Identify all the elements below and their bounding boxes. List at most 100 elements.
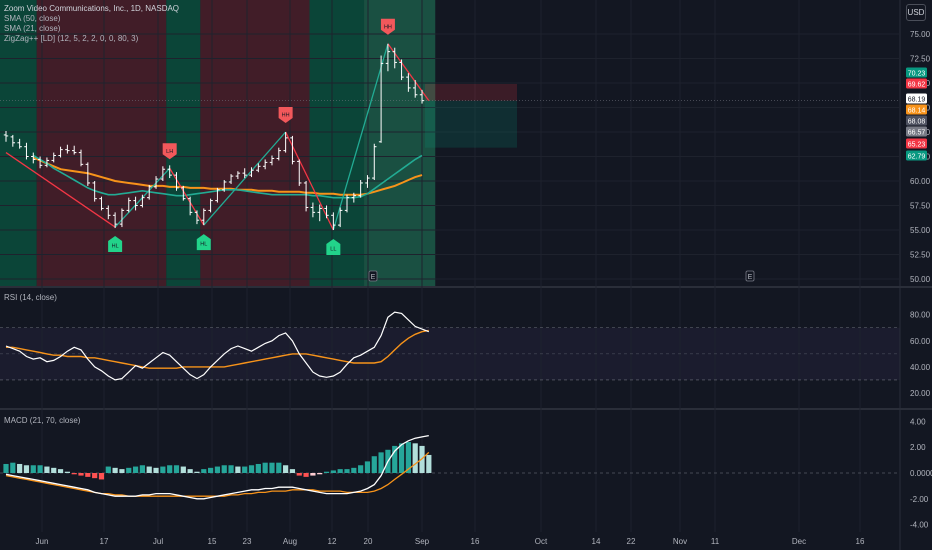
ohlc-bar (310, 202, 316, 218)
price-scale-label: 65.23 (906, 138, 927, 149)
ohlc-bar (297, 159, 302, 186)
price-label-text: 70.23 (908, 71, 926, 78)
price-label-box (906, 93, 927, 104)
macd-histogram-bar (392, 445, 398, 473)
ohlc-bar (269, 155, 275, 166)
macd-histogram-bar (57, 469, 64, 473)
price-label-text: 68.14 (908, 108, 926, 115)
pivot-marker-shape (108, 236, 123, 253)
macd-histogram-bar (51, 467, 57, 473)
earnings-marker: E (368, 270, 378, 282)
trend-zone (309, 0, 365, 286)
ohlc-bar (317, 204, 322, 222)
currency-button[interactable]: USD (906, 4, 926, 21)
zigzag-segment (169, 167, 205, 226)
ohlc-bar (126, 197, 131, 213)
pivot-marker-text: HH (384, 24, 392, 30)
earnings-marker-box (745, 270, 755, 282)
macd-histogram-bar (255, 463, 261, 473)
price-label-box (906, 115, 927, 126)
pivot-marker-shape (162, 143, 177, 160)
macd-histogram-bar (132, 466, 139, 473)
legend-sma50: SMA (50, close) (4, 14, 61, 23)
date-tick-label: 16 (856, 537, 865, 546)
macd-histogram-bar (92, 473, 98, 479)
macd-pane[interactable] (0, 434, 900, 500)
trend-zone (36, 0, 167, 286)
legend-zigzag: ZigZag++ [LD] (12, 5, 2, 2, 0, 0, 80, 3) (4, 34, 139, 43)
price-label-text: 68.19 (908, 97, 926, 104)
price-label-text: 68.08 (908, 119, 926, 126)
macd-histogram-bar (426, 454, 432, 473)
ohlc-bar (112, 212, 118, 229)
rsi-tick-label: 40.00 (910, 363, 931, 372)
price-scale-label: 66.57 (906, 126, 927, 137)
price-pane[interactable]: HL LH HL HH LL HH E E (0, 18, 900, 282)
ohlc-bar (58, 146, 63, 158)
ohlc-bar (256, 163, 261, 173)
ohlc-bar (160, 166, 166, 181)
ohlc-bar (133, 196, 138, 211)
macd-histogram-bar (398, 443, 405, 473)
ohlc-bar (385, 43, 391, 72)
ohlc-bar (372, 143, 377, 181)
trend-zone (200, 0, 310, 286)
macd-histogram-bar (248, 465, 255, 473)
macd-histogram-bar (126, 467, 132, 473)
ohlc-bar (378, 55, 384, 143)
price-label-text: 65.23 (908, 142, 926, 149)
macd-histogram-bar (323, 471, 330, 473)
ohlc-bar (17, 138, 22, 149)
date-tick-label: 15 (208, 537, 217, 546)
date-tick-label: 17 (100, 537, 109, 546)
macd-histogram-bar (351, 467, 357, 473)
price-scale-label: 68.19 (906, 93, 927, 104)
main-legend: Zoom Video Communications, Inc., 1D, NAS… (4, 4, 179, 44)
zigzag-pivot-label: LL (326, 239, 341, 255)
zigzag-segment (285, 131, 334, 231)
pivot-marker-text: LH (166, 149, 173, 155)
macd-histogram-bar (303, 473, 309, 477)
ohlc-bar (337, 207, 343, 228)
date-tick-label: Nov (673, 537, 687, 546)
macd-histogram-bar (139, 465, 145, 473)
ohlc-bar (119, 208, 125, 228)
macd-histogram-bar (228, 465, 234, 473)
price-label-text: 69.62 (908, 82, 926, 89)
pivot-marker-shape (278, 107, 293, 123)
macd-histogram-bar (221, 465, 227, 473)
macd-histogram-bar (289, 469, 296, 473)
rsi-tick-label: 80.00 (910, 311, 931, 320)
price-scale-label: 68.14 (906, 104, 927, 115)
rsi-tick-label: 60.00 (910, 337, 931, 346)
macd-histogram-bar (242, 466, 248, 473)
ohlc-bar (78, 149, 84, 167)
ohlc-bar (324, 205, 329, 219)
ohlc-bar (215, 187, 220, 203)
macd-histogram-bar (64, 471, 70, 473)
zigzag-segment (203, 131, 287, 226)
ohlc-bar (147, 184, 152, 200)
macd-histogram-bar (405, 442, 411, 473)
macd-histogram-bar (146, 466, 152, 473)
macd-histogram-bar (98, 473, 105, 480)
price-label-box (906, 104, 927, 115)
macd-histogram-bar (71, 473, 77, 475)
legend-symbol-title: Zoom Video Communications, Inc., 1D, NAS… (4, 4, 180, 13)
legend-sma21: SMA (21, close) (4, 24, 61, 33)
macd-histogram-bar (78, 473, 84, 476)
macd-line (5, 434, 429, 500)
ohlc-bar (72, 145, 77, 155)
date-tick-label: 20 (364, 537, 373, 546)
macd-histogram-bar (262, 462, 268, 473)
rsi-pane[interactable] (0, 311, 900, 381)
price-scale-label: 62.79 (906, 150, 927, 161)
price-scale-label: 68.08 (906, 115, 927, 126)
ohlc-bar (99, 196, 104, 211)
zigzag-pivot-label: LH (162, 143, 177, 160)
trend-zone (166, 0, 201, 286)
date-tick-label: 16 (471, 537, 480, 546)
ohlc-bar (3, 131, 9, 142)
ohlc-bar (31, 152, 36, 164)
